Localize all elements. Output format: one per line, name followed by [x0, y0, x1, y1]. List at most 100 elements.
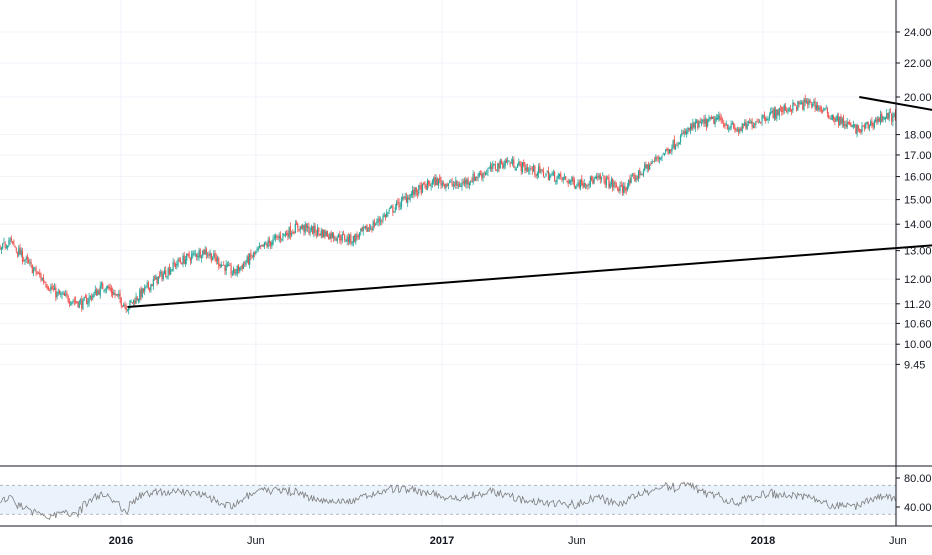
- candle-body: [757, 121, 759, 123]
- candle-body: [366, 225, 368, 232]
- candle-body: [234, 268, 236, 274]
- candle-body: [584, 183, 587, 186]
- candle-body: [605, 178, 608, 185]
- candle-body: [295, 223, 298, 225]
- candle-body: [492, 163, 494, 169]
- rsi-band: [0, 485, 896, 515]
- candle-body: [414, 187, 416, 195]
- trendline-layer[interactable]: [127, 96, 932, 308]
- candle-body: [514, 168, 516, 170]
- candle-body: [283, 234, 285, 236]
- candle-body: [762, 115, 764, 117]
- x-tick-label: 2017: [430, 535, 454, 547]
- candle-body: [562, 177, 564, 181]
- candle-body: [754, 124, 756, 126]
- candle-body: [730, 123, 732, 129]
- candle-body: [589, 176, 592, 185]
- candle-body: [826, 108, 829, 114]
- candle-body: [577, 181, 579, 186]
- candle-body: [355, 234, 357, 242]
- candle-body: [266, 244, 268, 247]
- candle-body: [445, 184, 447, 188]
- candle-body: [888, 111, 890, 119]
- candle-body: [716, 118, 719, 119]
- candle-body: [540, 169, 542, 172]
- candle-body: [723, 123, 725, 127]
- candle-body: [282, 233, 284, 238]
- candle-body: [767, 119, 769, 120]
- candle-body: [803, 99, 805, 110]
- candle-body: [65, 293, 67, 296]
- y-tick-label: 9.45: [904, 359, 925, 371]
- candle-body: [725, 123, 727, 126]
- candle-body: [307, 226, 309, 229]
- candle-body: [702, 119, 704, 122]
- candle-body: [61, 294, 63, 296]
- candle-body: [535, 174, 537, 176]
- candle-body: [13, 241, 15, 245]
- candle-body: [845, 124, 847, 128]
- candle-body: [230, 265, 232, 275]
- candle-body: [578, 182, 580, 188]
- candle-body: [347, 237, 350, 242]
- candle-body: [431, 180, 433, 185]
- candle-body: [505, 159, 508, 163]
- candle-body: [379, 220, 382, 222]
- candle-body: [447, 184, 450, 186]
- candle-body: [5, 246, 8, 248]
- candle-body: [612, 178, 614, 188]
- candle-body: [886, 112, 888, 119]
- candle-body: [674, 145, 677, 149]
- candle-body: [183, 255, 185, 264]
- candle-body: [515, 168, 517, 170]
- ascending-trendline[interactable]: [127, 204, 932, 308]
- candle-body: [303, 225, 305, 232]
- y-tick-label: 18.00: [904, 130, 932, 142]
- rsi-pane[interactable]: [0, 481, 896, 520]
- candle-body: [494, 164, 496, 169]
- candle-body: [372, 222, 374, 231]
- candle-body: [472, 173, 474, 183]
- candle-body: [226, 265, 229, 266]
- candle-body: [66, 292, 68, 296]
- candle-body: [378, 219, 380, 222]
- candle-body: [602, 174, 604, 176]
- candle-body: [608, 177, 610, 188]
- candle-body: [181, 263, 183, 265]
- y-tick-label: 24.00: [904, 27, 932, 39]
- candle-body: [289, 226, 291, 236]
- candle-body: [136, 297, 138, 300]
- candle-body: [214, 253, 216, 258]
- candle-body: [291, 233, 293, 236]
- candle-body: [800, 102, 803, 104]
- candle-body: [524, 164, 526, 171]
- candle-body: [523, 162, 525, 166]
- candle-body: [555, 181, 557, 183]
- candle-body: [756, 120, 758, 122]
- candle-body: [695, 120, 698, 123]
- price-layer[interactable]: [0, 94, 896, 315]
- candle-body: [329, 233, 331, 240]
- y-tick-label: 17.00: [904, 150, 932, 162]
- candle-body: [782, 110, 784, 113]
- x-tick-label: Jun: [247, 535, 265, 547]
- candle-body: [434, 176, 436, 186]
- candle-body: [83, 297, 85, 299]
- candle-body: [245, 262, 247, 266]
- candle-body: [766, 118, 768, 121]
- candle-body: [186, 253, 188, 261]
- candle-body: [852, 124, 854, 127]
- candle-body: [650, 163, 652, 165]
- candle-body: [63, 293, 66, 296]
- candle-body: [314, 225, 316, 233]
- candle-body: [31, 265, 33, 274]
- candle-body: [2, 243, 4, 249]
- candle-body: [882, 116, 884, 121]
- candle-body: [195, 254, 198, 257]
- candle-body: [446, 183, 448, 186]
- candle-body: [456, 180, 458, 187]
- candle-body: [213, 253, 215, 258]
- candle-body: [793, 102, 795, 105]
